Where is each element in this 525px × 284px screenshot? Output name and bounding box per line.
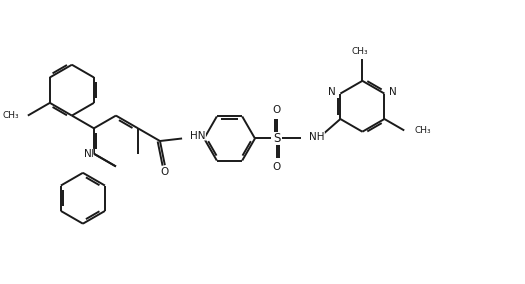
Text: CH₃: CH₃: [3, 111, 19, 120]
Text: S: S: [273, 132, 280, 145]
Text: N: N: [390, 87, 397, 97]
Text: N: N: [328, 87, 335, 97]
Text: O: O: [161, 167, 169, 177]
Text: CH₃: CH₃: [352, 47, 368, 57]
Text: O: O: [272, 105, 281, 115]
Text: N: N: [84, 149, 92, 159]
Text: CH₃: CH₃: [414, 126, 430, 135]
Text: NH: NH: [309, 131, 325, 141]
Text: HN: HN: [191, 131, 206, 141]
Text: N: N: [86, 149, 93, 159]
Text: O: O: [272, 162, 281, 172]
